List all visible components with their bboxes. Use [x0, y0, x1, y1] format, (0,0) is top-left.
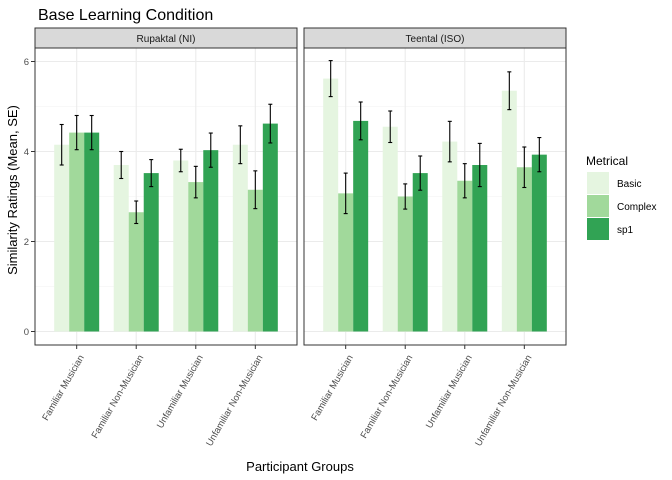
- bar-complex-3: [457, 180, 473, 332]
- error-bar: [193, 165, 198, 199]
- bar-sp1-3: [203, 150, 219, 332]
- legend-key-basic: [587, 172, 609, 194]
- error-bar: [268, 103, 273, 144]
- error-bar: [74, 114, 79, 151]
- bar-basic-2: [113, 165, 129, 332]
- strip-background: [303, 27, 567, 49]
- error-bar: [358, 101, 363, 141]
- y-tick-label: 4: [24, 147, 29, 158]
- strip-label: Rupaktal (NI): [137, 34, 196, 45]
- error-bar: [388, 110, 393, 144]
- y-axis: 0 2 4 6: [24, 57, 35, 338]
- legend: Metrical Basic Complex sp1: [586, 154, 656, 240]
- panel-1: Rupaktal (NI) Familiar Musician Familiar N…: [34, 27, 298, 448]
- legend-key-sp1: [587, 218, 609, 240]
- bar-basic-1: [323, 78, 339, 332]
- x-tick-label: Familiar Non-Musician: [90, 353, 147, 440]
- error-bar: [537, 137, 542, 173]
- bar-sp1-2: [412, 173, 428, 332]
- x-tick-label: Unfamiliar Non-Musician: [204, 353, 265, 448]
- bar-basic-4: [501, 90, 517, 332]
- error-bar: [522, 146, 527, 189]
- bar-sp1-1: [84, 132, 100, 332]
- strip-background: [34, 27, 298, 49]
- bar-basic-3: [173, 160, 189, 332]
- error-bar: [462, 163, 467, 199]
- bar-sp1-4: [262, 123, 278, 332]
- error-bar: [208, 132, 213, 168]
- error-bar: [59, 123, 64, 166]
- legend-label-complex: Complex: [617, 202, 656, 213]
- x-tick-label: Unfamiliar Musician: [424, 353, 475, 430]
- error-bar: [507, 71, 512, 111]
- x-tick-label: Unfamiliar Musician: [155, 353, 206, 430]
- bar-sp1-3: [472, 165, 488, 332]
- x-tick-label: Familiar Non-Musician: [359, 353, 416, 440]
- error-bar: [238, 125, 243, 165]
- x-tick-label: Unfamiliar Non-Musician: [473, 353, 534, 448]
- error-bar: [447, 120, 452, 163]
- error-bar: [343, 172, 348, 215]
- chart-title: Base Learning Condition: [38, 7, 213, 24]
- strip-label: Teental (ISO): [406, 34, 465, 45]
- error-bar: [149, 159, 154, 188]
- bar-complex-1: [338, 193, 354, 332]
- bar-basic-4: [232, 144, 248, 332]
- y-tick-label: 6: [24, 57, 29, 68]
- x-tick-label: Familiar Musician: [40, 353, 86, 423]
- legend-title: Metrical: [586, 154, 628, 168]
- bar-complex-1: [69, 132, 85, 332]
- y-axis-title: Similarity Ratings (Mean, SE): [5, 105, 20, 275]
- error-bar: [134, 200, 139, 225]
- x-axis-title: Participant Groups: [246, 459, 354, 474]
- bar-sp1-4: [531, 154, 547, 332]
- error-bar: [119, 150, 124, 180]
- error-bar: [178, 148, 183, 173]
- error-bar: [477, 142, 482, 188]
- panel-2: Teental (ISO) Familiar Musician Familiar N…: [303, 27, 567, 448]
- bar-basic-3: [442, 141, 458, 332]
- bar-complex-2: [397, 196, 413, 332]
- x-tick-label: Familiar Musician: [309, 353, 355, 423]
- error-bar: [253, 170, 258, 210]
- error-bar: [328, 60, 333, 98]
- error-bar: [418, 155, 423, 191]
- error-bar: [403, 183, 408, 210]
- bar-complex-2: [128, 212, 144, 332]
- bar-sp1-1: [353, 120, 369, 332]
- bar-basic-1: [54, 144, 70, 332]
- error-bar: [89, 114, 94, 151]
- y-tick-label: 0: [24, 327, 29, 338]
- legend-label-basic: Basic: [617, 179, 641, 190]
- y-tick-label: 2: [24, 237, 29, 248]
- bar-complex-4: [247, 189, 263, 332]
- bar-sp1-2: [143, 173, 159, 332]
- panels: Rupaktal (NI)Familiar Musician Familiar N…: [34, 27, 567, 448]
- bar-complex-4: [516, 167, 532, 332]
- legend-key-complex: [587, 195, 609, 217]
- bar-complex-3: [188, 182, 204, 332]
- legend-label-sp1: sp1: [617, 225, 634, 236]
- bar-basic-2: [382, 126, 398, 332]
